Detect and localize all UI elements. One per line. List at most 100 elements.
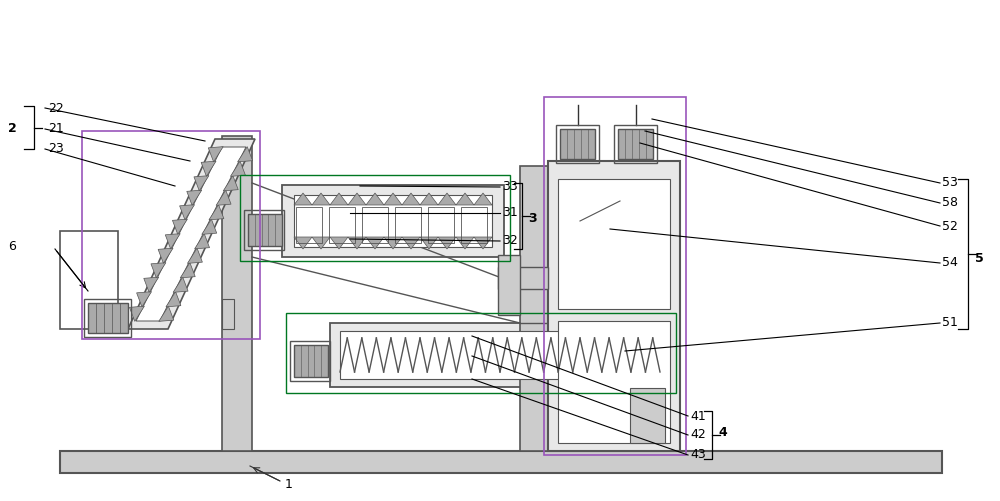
Polygon shape xyxy=(195,233,210,249)
Text: 58: 58 xyxy=(942,196,958,209)
Polygon shape xyxy=(438,237,456,249)
Polygon shape xyxy=(159,306,174,321)
Text: 32: 32 xyxy=(502,234,518,247)
Polygon shape xyxy=(384,237,402,249)
Bar xyxy=(340,331,660,379)
Polygon shape xyxy=(238,147,253,162)
Bar xyxy=(84,299,131,337)
Polygon shape xyxy=(294,193,312,205)
Polygon shape xyxy=(129,306,144,321)
Bar xyxy=(296,207,322,243)
Polygon shape xyxy=(456,193,474,205)
Text: 33: 33 xyxy=(502,180,518,193)
Bar xyxy=(222,299,234,329)
Polygon shape xyxy=(312,193,330,205)
Polygon shape xyxy=(166,292,181,307)
Bar xyxy=(498,267,548,289)
Bar xyxy=(544,97,686,455)
Polygon shape xyxy=(384,193,402,205)
Polygon shape xyxy=(208,147,223,162)
Bar xyxy=(222,136,252,451)
Text: 5: 5 xyxy=(975,253,984,266)
Bar xyxy=(362,207,388,243)
Polygon shape xyxy=(194,176,209,191)
Text: 31: 31 xyxy=(502,206,518,219)
Polygon shape xyxy=(230,161,245,176)
Polygon shape xyxy=(402,237,420,249)
Text: 54: 54 xyxy=(942,257,958,270)
Text: 51: 51 xyxy=(942,317,958,330)
Polygon shape xyxy=(312,237,330,249)
Bar xyxy=(614,125,657,163)
Polygon shape xyxy=(151,263,166,278)
Text: 52: 52 xyxy=(942,219,958,232)
Bar xyxy=(395,207,421,243)
Bar xyxy=(248,214,282,246)
Text: 42: 42 xyxy=(690,428,706,441)
Polygon shape xyxy=(438,193,456,205)
Bar xyxy=(630,388,665,443)
Polygon shape xyxy=(187,248,202,264)
Polygon shape xyxy=(420,193,438,205)
Text: 41: 41 xyxy=(690,409,706,422)
Bar xyxy=(286,313,676,393)
Polygon shape xyxy=(474,237,492,249)
Polygon shape xyxy=(136,147,246,321)
Polygon shape xyxy=(348,237,366,249)
Bar xyxy=(88,303,128,333)
Bar xyxy=(240,175,510,261)
Polygon shape xyxy=(456,237,474,249)
Polygon shape xyxy=(158,248,173,264)
Bar xyxy=(558,179,670,309)
Bar xyxy=(520,166,548,451)
Polygon shape xyxy=(330,237,348,249)
Bar xyxy=(60,231,118,329)
Polygon shape xyxy=(128,139,255,329)
Bar xyxy=(329,207,355,243)
Polygon shape xyxy=(420,237,438,249)
Polygon shape xyxy=(165,233,180,249)
Text: 1: 1 xyxy=(285,478,293,491)
Text: 2: 2 xyxy=(8,123,17,135)
Text: 21: 21 xyxy=(48,123,64,135)
Polygon shape xyxy=(216,190,231,205)
Bar xyxy=(548,161,680,451)
Bar xyxy=(560,129,595,159)
Polygon shape xyxy=(474,193,492,205)
Polygon shape xyxy=(187,190,202,205)
Bar xyxy=(556,125,599,163)
Bar xyxy=(60,451,942,473)
Polygon shape xyxy=(201,161,216,176)
Text: 22: 22 xyxy=(48,102,64,115)
Polygon shape xyxy=(137,292,152,307)
Text: 53: 53 xyxy=(942,176,958,189)
Polygon shape xyxy=(330,193,348,205)
Polygon shape xyxy=(180,204,195,220)
Polygon shape xyxy=(402,193,420,205)
Bar xyxy=(82,131,260,339)
Polygon shape xyxy=(294,237,312,249)
Polygon shape xyxy=(366,237,384,249)
Text: 23: 23 xyxy=(48,142,64,155)
Bar xyxy=(461,207,487,243)
Text: 43: 43 xyxy=(690,448,706,461)
Polygon shape xyxy=(366,193,384,205)
Bar xyxy=(558,321,670,443)
Bar xyxy=(428,207,454,243)
Bar xyxy=(244,210,284,250)
Text: 6: 6 xyxy=(8,239,16,253)
Text: 3: 3 xyxy=(528,212,537,225)
Polygon shape xyxy=(180,263,195,278)
Polygon shape xyxy=(223,176,238,191)
Bar xyxy=(330,323,670,387)
Polygon shape xyxy=(144,277,159,293)
Bar xyxy=(498,255,520,315)
Polygon shape xyxy=(209,204,224,220)
Bar xyxy=(294,345,328,377)
Bar xyxy=(618,129,653,159)
Text: 4: 4 xyxy=(718,426,727,439)
Polygon shape xyxy=(173,277,188,293)
Polygon shape xyxy=(172,219,187,234)
Bar xyxy=(290,341,330,381)
Polygon shape xyxy=(202,219,217,234)
